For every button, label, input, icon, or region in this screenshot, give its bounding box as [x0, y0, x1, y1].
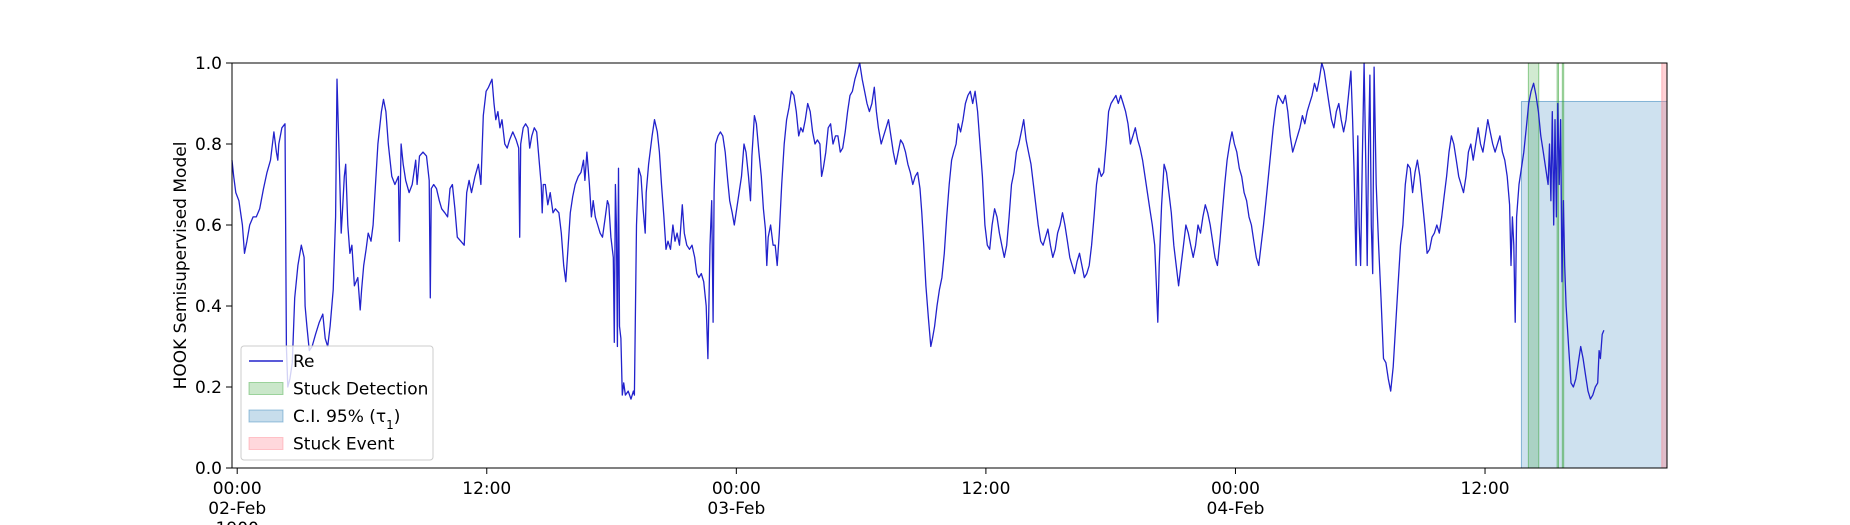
legend-box: [240, 345, 434, 461]
x-axis: 00:0002-Feb190012:0000:0003-Feb12:0000:0…: [208, 468, 1510, 525]
x-tick-label: 00:00: [213, 479, 262, 499]
y-tick-label: 0.0: [195, 459, 222, 479]
y-axis-title: HOOK Semisupervised Model: [171, 142, 191, 390]
y-tick-label: 0.6: [195, 216, 222, 236]
x-tick-label: 1900: [216, 519, 259, 525]
legend-patch-swatch: [248, 409, 284, 423]
x-tick-label: 00:00: [1211, 479, 1260, 499]
shaded-region-0: [1520, 100, 1668, 469]
shaded-region-4: [1661, 62, 1668, 469]
y-tick-label: 0.4: [195, 297, 222, 317]
y-tick-label: 0.8: [195, 135, 222, 155]
legend-patch-swatch: [248, 437, 284, 450]
x-tick-label: 04-Feb: [1207, 499, 1265, 519]
series-line-0: [231, 62, 1605, 400]
legend-label: Stuck Detection: [293, 380, 428, 400]
y-tick-label: 1.0: [195, 54, 222, 74]
shaded-region-1: [1527, 62, 1540, 469]
x-tick-label: 03-Feb: [707, 499, 765, 519]
x-tick-label: 12:00: [462, 479, 511, 499]
legend-label: Re: [293, 352, 315, 372]
x-tick-label: 12:00: [961, 479, 1010, 499]
legend-patch-swatch: [248, 382, 284, 395]
plot-area-frame: [231, 62, 1668, 469]
shaded-regions: [1520, 62, 1668, 469]
y-axis: 0.0 0.2 0.4 0.6 0.8 1.0: [195, 54, 232, 479]
x-tick-label: 00:00: [712, 479, 761, 499]
series-layer: [231, 62, 1605, 400]
x-tick-label: 12:00: [1461, 479, 1510, 499]
x-tick-label: 02-Feb: [208, 499, 266, 519]
y-tick-label: 0.2: [195, 378, 222, 398]
legend-label: Stuck Event: [293, 435, 395, 455]
